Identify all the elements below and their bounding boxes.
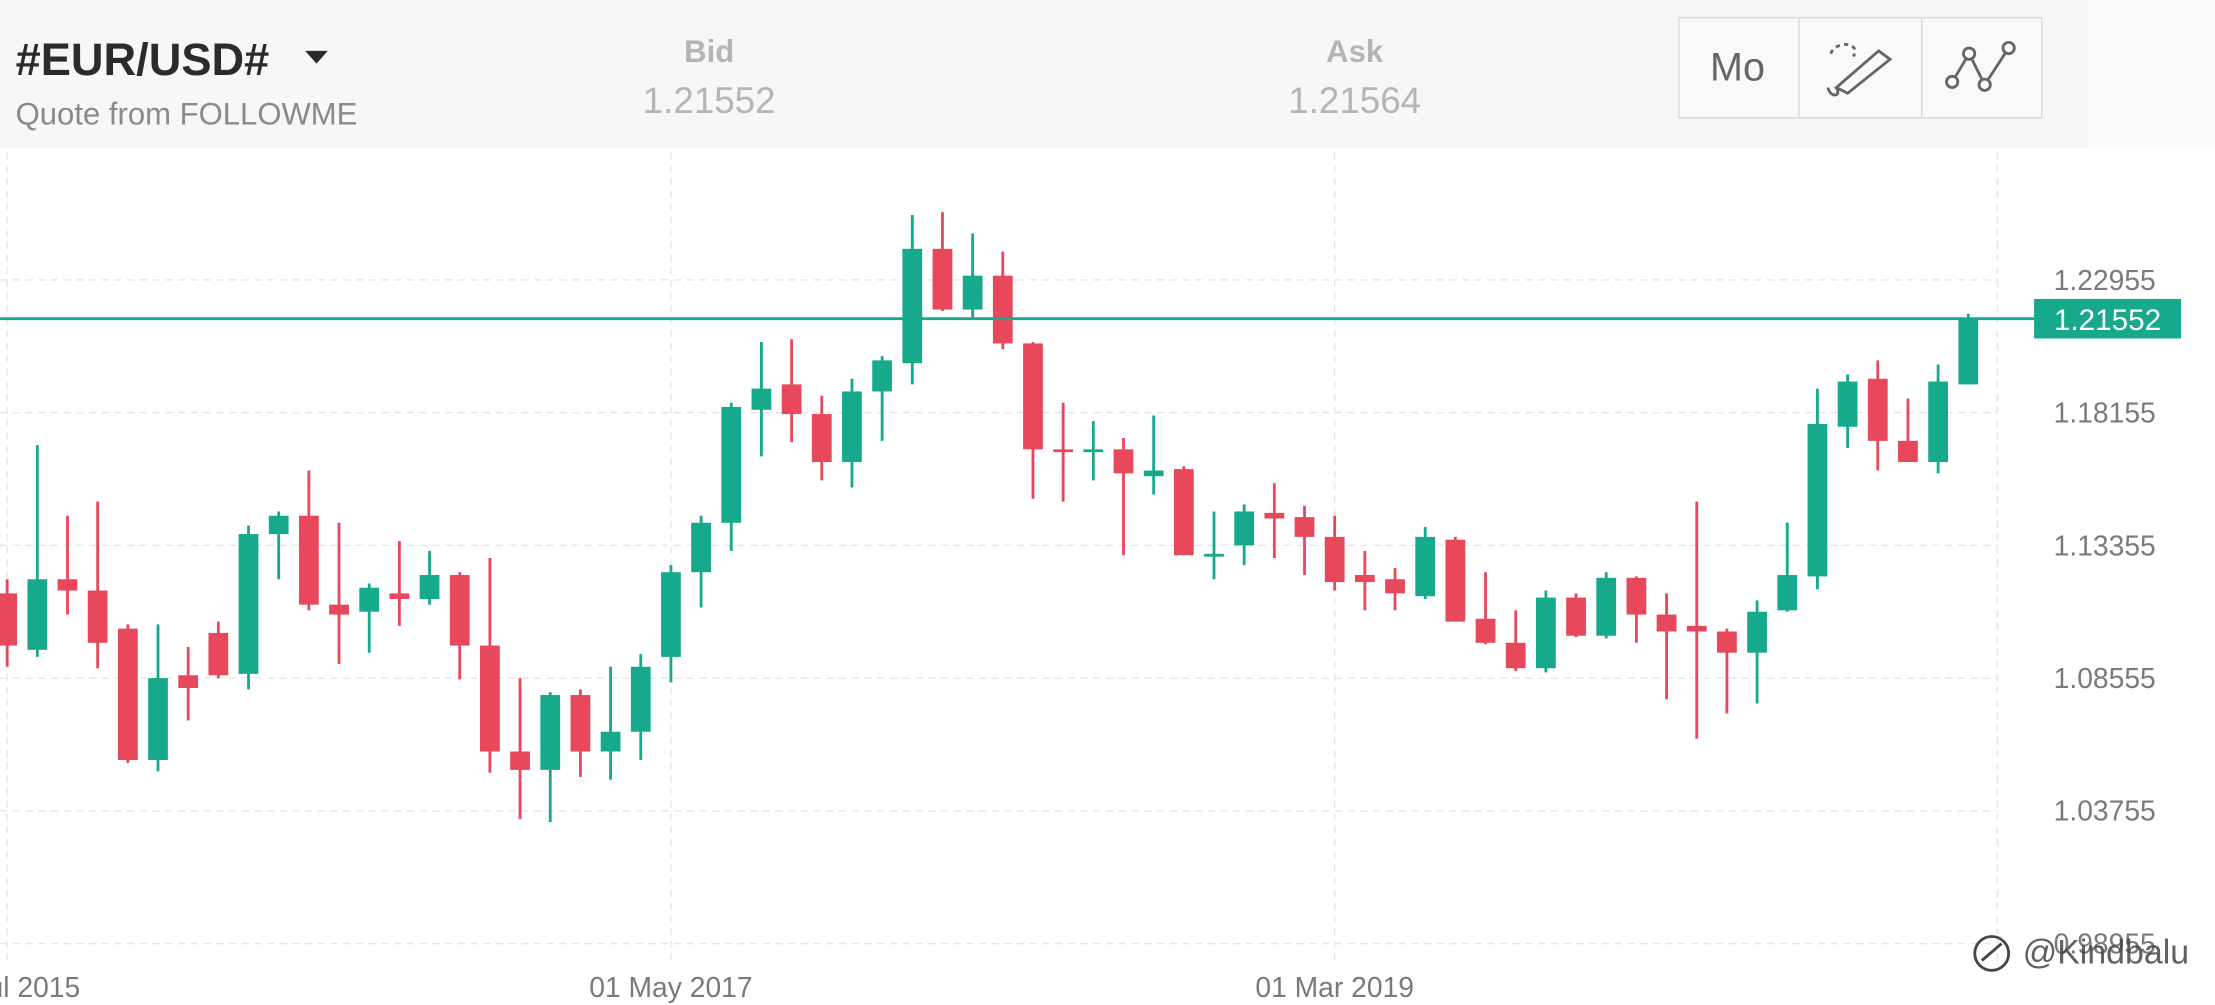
candle-body <box>1113 449 1134 474</box>
candle-body <box>1143 470 1164 477</box>
candle-body <box>1083 449 1104 453</box>
candle-body <box>902 248 923 364</box>
candle-body <box>1807 423 1828 577</box>
candle-body <box>1837 381 1858 427</box>
last-price-tag <box>2034 298 2182 339</box>
candle-body <box>540 695 561 770</box>
y-tick-label: 0.98955 <box>2054 927 2156 959</box>
candle-body <box>962 275 983 310</box>
candle-body <box>0 593 18 646</box>
period-button[interactable]: Mo <box>1710 46 1765 90</box>
candle-body <box>510 751 530 770</box>
candle-body <box>27 579 48 650</box>
candle-body <box>1264 512 1285 519</box>
candle-body <box>781 384 802 415</box>
x-tick-label: 01 May 2017 <box>589 971 752 1003</box>
candle-body <box>1385 579 1405 594</box>
candle-body <box>721 406 742 523</box>
candle-body <box>1928 381 1948 463</box>
candle-body <box>178 675 199 688</box>
y-tick-label: 1.03755 <box>2054 795 2156 827</box>
watermark <box>1973 935 2011 972</box>
header-corner <box>2087 0 2215 149</box>
candle-body <box>359 587 380 612</box>
candle-body <box>1173 469 1194 556</box>
candle-body <box>268 515 289 535</box>
candle-body <box>570 695 591 752</box>
candle-body <box>600 731 621 752</box>
candle-body <box>480 645 500 752</box>
last-price-label: 1.21552 <box>2054 304 2161 337</box>
candle-body <box>992 275 1013 344</box>
candle-body <box>811 414 832 463</box>
candle-body <box>1294 517 1315 537</box>
candle-body <box>630 666 651 732</box>
candle-body <box>1566 597 1586 636</box>
watermark-text: @Kindbalu <box>2023 933 2189 971</box>
candle-body <box>1596 577 1617 636</box>
candle-body <box>57 579 78 591</box>
candle-body <box>208 632 229 676</box>
candle-body <box>1717 631 1737 653</box>
bid-label: Bid <box>684 34 734 69</box>
x-tick-label: 01 Mar 2019 <box>1255 971 1414 1003</box>
candle-body <box>419 575 440 600</box>
candle-body <box>1204 553 1224 557</box>
candle-body <box>1777 575 1798 611</box>
x-tick-label: 01 Jul 2015 <box>0 971 80 1003</box>
candle-body <box>691 522 711 573</box>
candle-body <box>87 590 108 643</box>
candle-body <box>872 360 893 392</box>
candle-body <box>1686 625 1707 632</box>
indicator-button[interactable] <box>1945 40 2016 92</box>
candle-body <box>298 515 319 605</box>
candle-body <box>1898 440 1918 463</box>
candle-body <box>1023 343 1043 450</box>
candle-body <box>1475 618 1496 643</box>
symbol-dropdown[interactable] <box>305 50 328 64</box>
bid-value: 1.21552 <box>643 80 776 121</box>
y-tick-label: 1.18155 <box>2054 397 2156 429</box>
y-tick-label: 1.22955 <box>2054 264 2156 296</box>
candle-body <box>1535 597 1556 669</box>
y-tick-label: 1.13355 <box>2054 529 2156 561</box>
candle-body <box>449 575 470 646</box>
candle-body <box>1958 318 1979 385</box>
candle-body <box>1656 614 1677 632</box>
candle-body <box>932 248 953 310</box>
candle-body <box>1505 642 1526 669</box>
candle-body <box>117 628 138 760</box>
candle-body <box>842 391 862 463</box>
candle-body <box>1053 449 1074 453</box>
y-tick-label: 1.08555 <box>2054 662 2156 694</box>
candle-body <box>1747 611 1767 653</box>
candle-body <box>1234 511 1255 546</box>
ask-value: 1.21564 <box>1288 80 1421 121</box>
candle-body <box>148 678 168 760</box>
candle-body <box>1354 575 1375 583</box>
plot-area: 1.22955 1.18155 1.13355 1.08555 1.03755 0.989… <box>0 152 2182 1003</box>
draw-tool-button[interactable] <box>1826 43 1893 97</box>
symbol[interactable]: #EUR/USD# <box>16 34 270 85</box>
candle-body <box>1415 536 1436 597</box>
candle-body <box>1324 536 1345 583</box>
ask-label: Ask <box>1326 34 1384 69</box>
candle-body <box>1626 577 1647 615</box>
candle-body <box>329 604 349 615</box>
candle-body <box>1445 539 1466 622</box>
candle-body <box>238 534 259 674</box>
candle-body <box>661 572 681 657</box>
quote-source: Quote from FOLLOWME <box>16 96 358 131</box>
candle-body <box>751 388 772 410</box>
candle-body <box>389 593 410 600</box>
candle-body <box>1867 378 1888 441</box>
